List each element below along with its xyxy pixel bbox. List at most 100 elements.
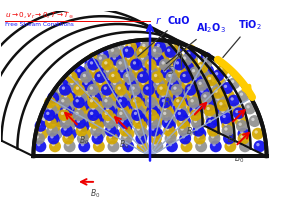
Circle shape [240, 135, 244, 138]
Circle shape [178, 112, 181, 115]
Circle shape [173, 52, 176, 55]
Circle shape [173, 96, 185, 108]
Circle shape [171, 95, 183, 107]
Circle shape [236, 120, 248, 132]
Circle shape [106, 82, 119, 94]
Circle shape [179, 77, 182, 80]
Circle shape [131, 72, 134, 75]
Circle shape [66, 102, 69, 105]
Circle shape [191, 74, 203, 86]
Circle shape [125, 49, 128, 52]
Circle shape [77, 69, 80, 72]
Circle shape [128, 44, 131, 47]
Circle shape [153, 135, 156, 138]
Circle shape [76, 99, 79, 102]
Circle shape [189, 94, 193, 98]
Circle shape [135, 107, 147, 119]
Circle shape [116, 59, 119, 63]
Circle shape [159, 59, 171, 71]
Circle shape [121, 120, 133, 132]
Circle shape [101, 102, 113, 114]
Circle shape [86, 65, 98, 76]
Circle shape [95, 143, 99, 146]
Circle shape [100, 69, 112, 81]
Circle shape [116, 96, 128, 108]
Circle shape [152, 110, 155, 113]
Circle shape [37, 143, 41, 146]
Circle shape [71, 65, 83, 76]
Circle shape [107, 77, 111, 80]
Circle shape [184, 82, 188, 85]
Circle shape [106, 69, 109, 72]
Circle shape [188, 65, 200, 76]
Circle shape [199, 64, 202, 68]
Circle shape [228, 95, 240, 107]
Circle shape [143, 64, 146, 68]
Circle shape [187, 47, 190, 50]
Circle shape [104, 80, 108, 83]
Circle shape [223, 132, 235, 144]
Circle shape [205, 67, 208, 71]
Circle shape [49, 120, 61, 132]
Circle shape [51, 107, 63, 119]
Circle shape [133, 61, 136, 65]
Circle shape [53, 92, 57, 96]
Circle shape [159, 86, 163, 90]
Circle shape [163, 125, 175, 137]
Circle shape [96, 130, 100, 134]
Circle shape [127, 82, 130, 85]
Circle shape [138, 110, 141, 113]
Circle shape [91, 55, 94, 58]
Circle shape [90, 105, 93, 108]
Circle shape [105, 99, 117, 111]
Circle shape [122, 127, 125, 131]
Circle shape [166, 128, 178, 140]
Circle shape [130, 102, 142, 114]
Circle shape [114, 69, 126, 81]
Circle shape [76, 125, 87, 137]
Circle shape [142, 44, 154, 56]
Circle shape [135, 107, 138, 110]
Circle shape [215, 72, 218, 75]
Circle shape [36, 135, 39, 138]
Circle shape [192, 107, 196, 110]
Circle shape [86, 69, 98, 81]
Circle shape [110, 54, 122, 66]
Circle shape [168, 130, 172, 134]
Circle shape [147, 99, 151, 102]
Circle shape [176, 61, 179, 65]
Circle shape [132, 104, 144, 116]
Circle shape [105, 125, 117, 137]
Circle shape [171, 64, 174, 68]
Circle shape [80, 102, 83, 105]
Circle shape [65, 128, 77, 140]
Circle shape [173, 86, 177, 90]
Circle shape [74, 67, 77, 71]
Circle shape [116, 52, 128, 64]
Circle shape [126, 62, 138, 73]
Circle shape [149, 69, 152, 72]
Circle shape [169, 143, 172, 146]
Circle shape [160, 109, 172, 121]
Circle shape [120, 94, 123, 98]
Circle shape [217, 99, 229, 111]
Circle shape [219, 107, 231, 119]
Circle shape [58, 102, 70, 114]
Circle shape [238, 132, 250, 144]
Circle shape [190, 99, 194, 102]
Text: $u \rightarrow 0, v_r \rightarrow 0, T \rightarrow T_\infty$: $u \rightarrow 0, v_r \rightarrow 0, T \… [5, 11, 74, 21]
Circle shape [127, 56, 130, 60]
Circle shape [74, 66, 86, 78]
Circle shape [154, 118, 157, 121]
Circle shape [135, 82, 147, 94]
Circle shape [106, 132, 118, 144]
Circle shape [201, 92, 213, 104]
Circle shape [73, 96, 85, 108]
Circle shape [235, 115, 247, 127]
Circle shape [88, 67, 92, 71]
Circle shape [121, 119, 124, 123]
Circle shape [203, 80, 206, 83]
Circle shape [177, 112, 189, 124]
Circle shape [83, 87, 95, 99]
Circle shape [58, 89, 61, 93]
